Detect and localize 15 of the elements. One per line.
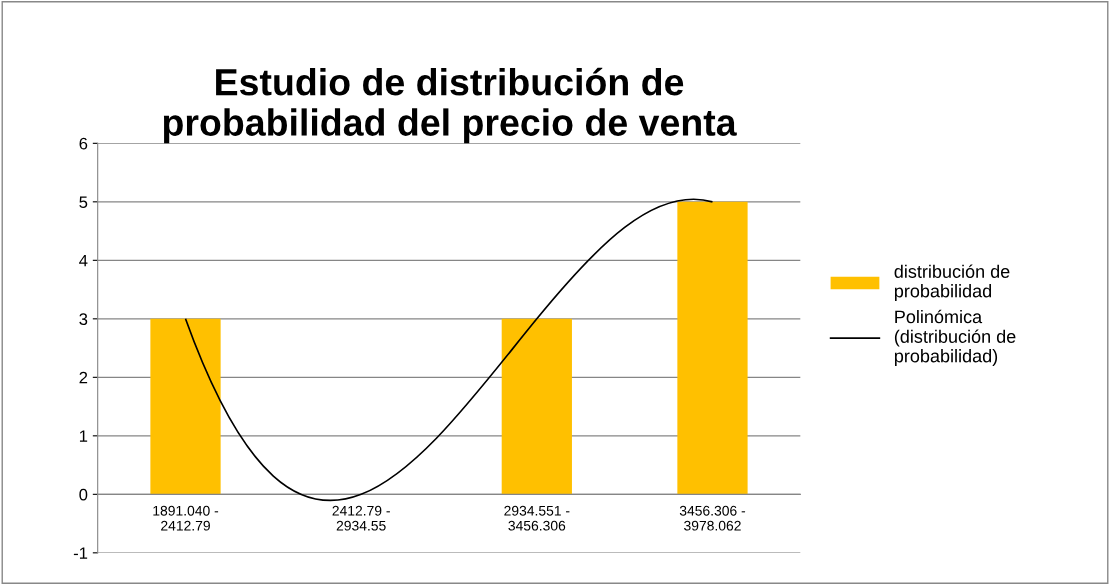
y-tick-label: 0 <box>79 488 88 501</box>
legend-label: Polinómica (distribución de probabilidad) <box>894 309 1016 366</box>
y-tick-label: 6 <box>79 137 88 150</box>
y-tick-label: 1 <box>79 430 88 442</box>
y-tick-label: 5 <box>79 196 88 209</box>
x-tick-label: 3456.306 - 3978.062 <box>679 505 746 531</box>
x-tick-label: 1891.040 - 2412.79 <box>153 505 219 531</box>
legend-label: distribución de probabilidad <box>894 264 1010 301</box>
x-tick-label: 2412.79 - 2934.55 <box>332 505 390 531</box>
y-tick-label: 4 <box>79 254 88 267</box>
y-tick-label: 3 <box>79 313 88 326</box>
chart-title: Estudio de distribución de probabilidad del precio de venta <box>163 67 737 144</box>
x-tick-label: 2934.551 - 3456.306 <box>504 505 570 531</box>
y-tick-label: -1 <box>73 547 88 559</box>
y-tick-label: 2 <box>79 371 88 384</box>
